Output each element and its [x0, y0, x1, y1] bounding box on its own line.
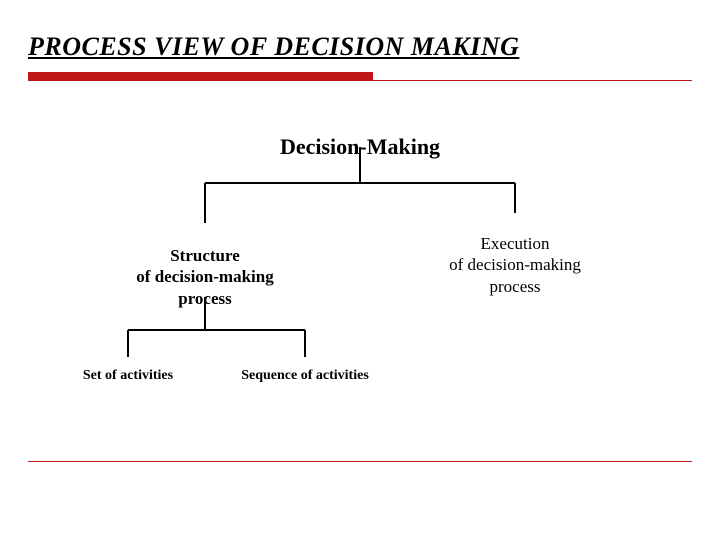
- tree-node-struct-line-0: Structure: [100, 245, 310, 266]
- tree-node-struct-line-1: of decision-making: [100, 266, 310, 287]
- tree-node-exec: Executionof decision-makingprocess: [410, 233, 620, 297]
- accent-thin-rule: [28, 80, 692, 81]
- title-area: PROCESS VIEW OF DECISION MAKING: [0, 0, 720, 81]
- tree-node-exec-line-0: Execution: [410, 233, 620, 254]
- tree-node-struct: Structureof decision-makingprocess: [100, 245, 310, 309]
- page-title: PROCESS VIEW OF DECISION MAKING: [28, 32, 692, 62]
- tree-node-root: Decision-Making: [250, 133, 470, 161]
- accent-bar: [28, 72, 373, 80]
- bottom-rule: [28, 461, 692, 462]
- tree-node-seq-line-0: Sequence of activities: [210, 367, 400, 385]
- tree-node-root-line-0: Decision-Making: [250, 133, 470, 161]
- tree-node-exec-line-1: of decision-making: [410, 254, 620, 275]
- tree-node-set: Set of activities: [53, 367, 203, 385]
- tree-diagram: Decision-MakingStructureof decision-maki…: [60, 105, 660, 445]
- tree-node-struct-line-2: process: [100, 288, 310, 309]
- tree-node-seq: Sequence of activities: [210, 367, 400, 385]
- tree-node-set-line-0: Set of activities: [53, 367, 203, 385]
- tree-node-exec-line-2: process: [410, 276, 620, 297]
